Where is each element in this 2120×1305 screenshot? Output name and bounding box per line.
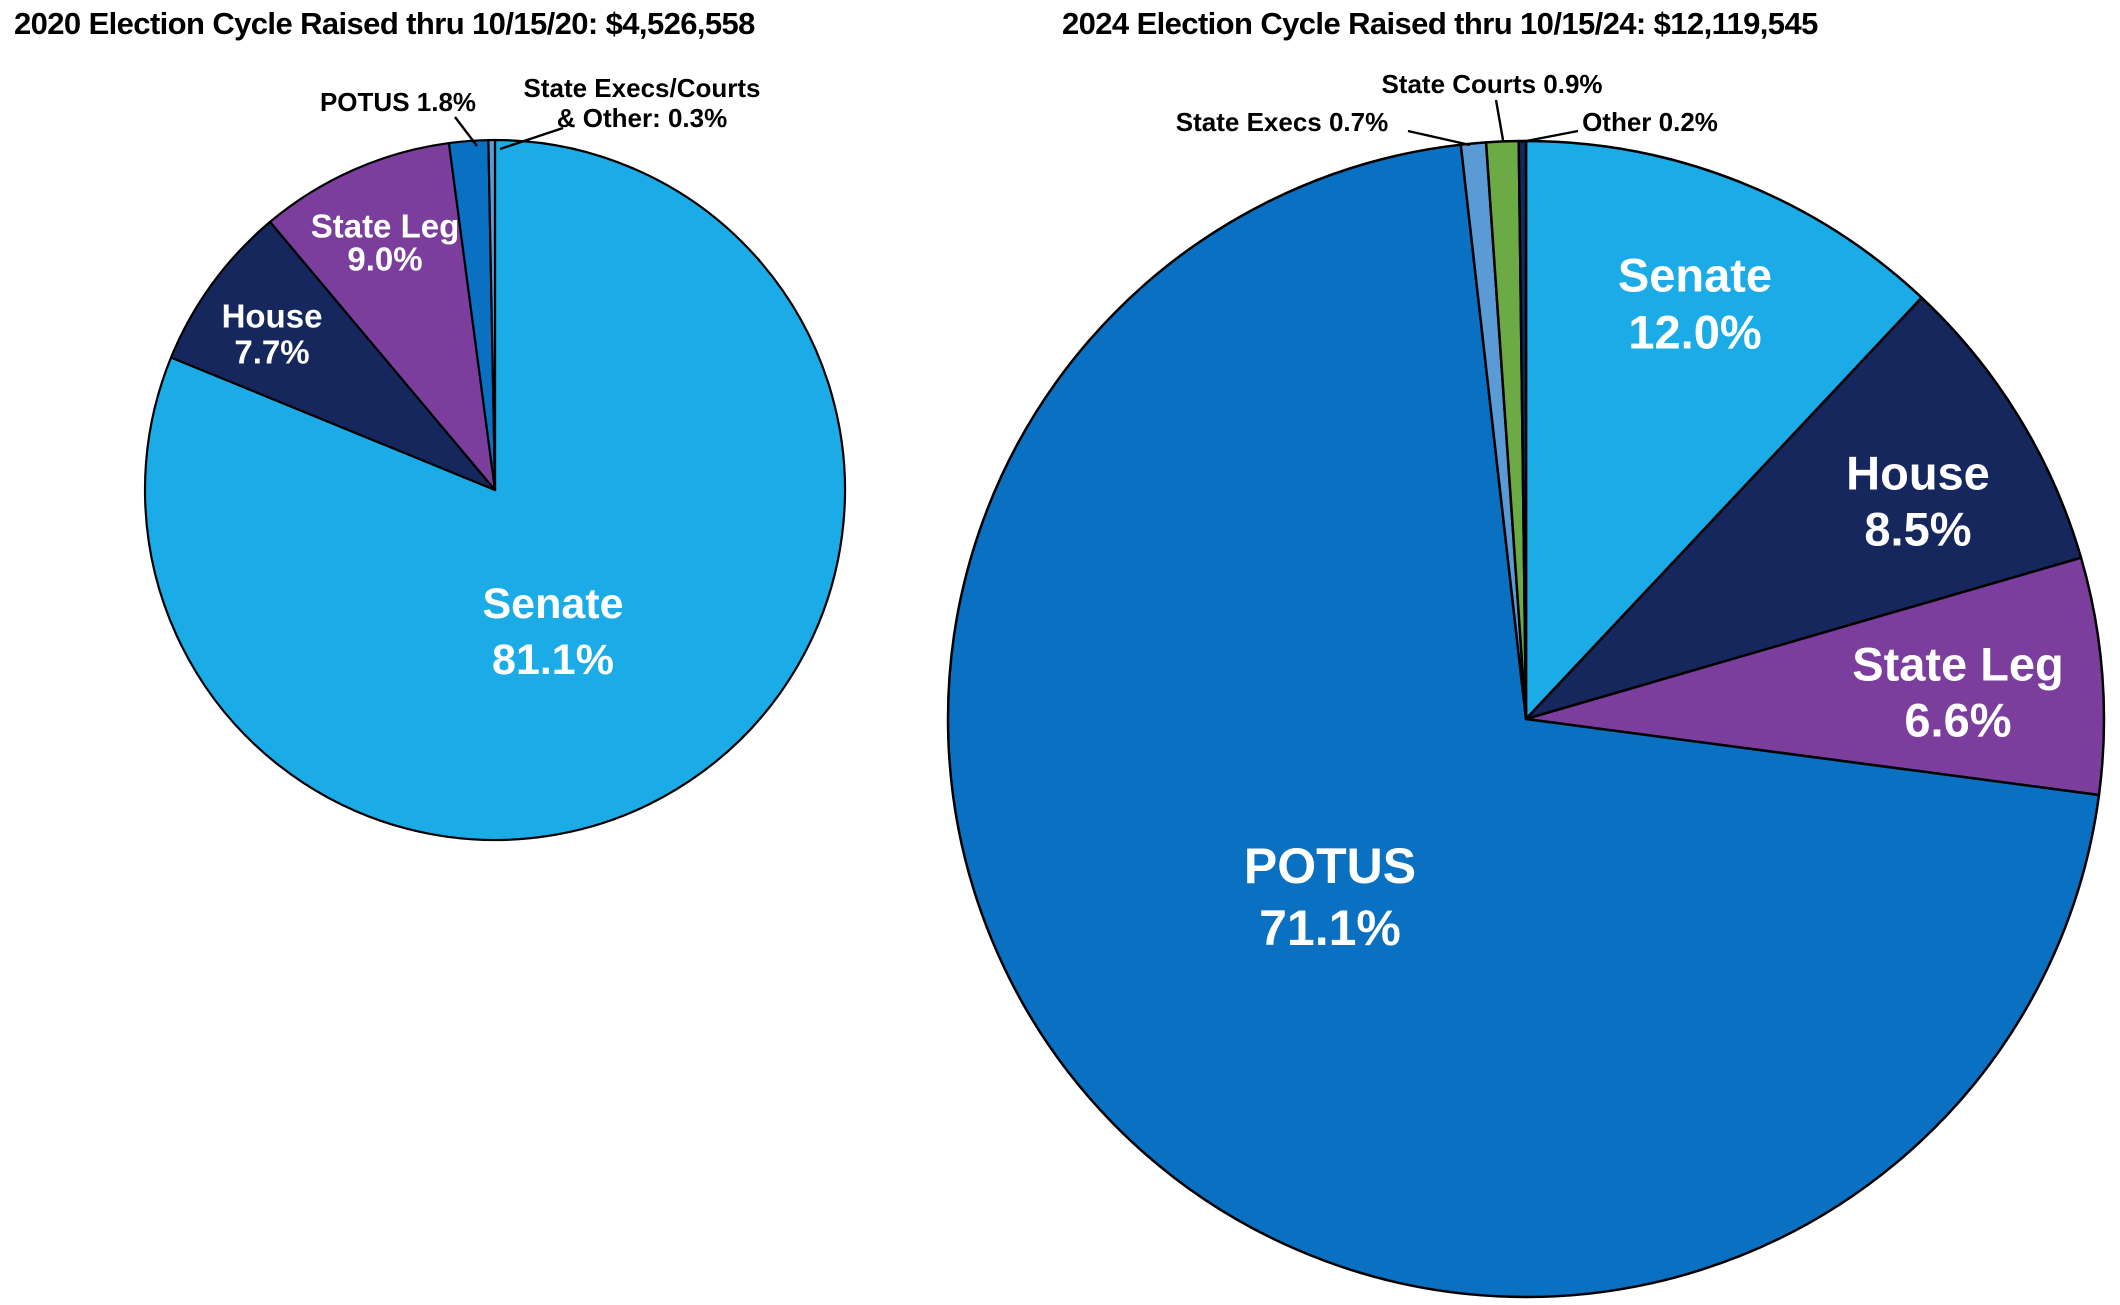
pie-2024-label-state-leg: State Leg xyxy=(1852,638,2064,691)
pie-2020-label-state-leg: State Leg xyxy=(311,208,460,245)
pie-2024-callout-state-courts: State Courts 0.9% xyxy=(1381,69,1602,99)
pie-2024-callout-state-execs: State Execs 0.7% xyxy=(1176,107,1388,137)
pie-2020-callout-potus: POTUS 1.8% xyxy=(320,87,476,117)
chart-title-2024: 2024 Election Cycle Raised thru 10/15/24… xyxy=(1062,6,1818,41)
pie-2024-slice-potus xyxy=(946,143,2101,1299)
pie-2020-leader-line-state-execs-courts-other xyxy=(499,126,564,151)
pie-2024-slice-house xyxy=(1524,296,2083,721)
pie-2024-label-potus: 71.1% xyxy=(1259,900,1401,956)
pie-2024-leader-line-state-courts xyxy=(1494,99,1505,141)
pie-2024-label-house: House xyxy=(1846,447,1990,500)
pie-2020-label-house: House xyxy=(222,298,323,335)
pie-2024-label-senate: Senate xyxy=(1618,249,1772,302)
pie-2020-label-senate: 81.1% xyxy=(492,636,614,684)
pie-2020-label-senate: Senate xyxy=(482,580,623,628)
chart-title-2020: 2020 Election Cycle Raised thru 10/15/20… xyxy=(14,6,755,41)
pie-2024-label-senate: 12.0% xyxy=(1628,306,1761,359)
pie-2024-label-state-leg: 6.6% xyxy=(1904,694,2011,747)
pie-2024-slice-state-leg xyxy=(1524,556,2106,797)
pie-2020-label-house: 7.7% xyxy=(234,334,309,371)
pie-2020-label-state-leg: 9.0% xyxy=(347,241,422,278)
pie-2024-label-potus: POTUS xyxy=(1244,838,1416,894)
pie-2020-slice-house xyxy=(169,220,497,492)
pie-2024-callout-other: Other 0.2% xyxy=(1582,107,1718,137)
pie-2024-label-house: 8.5% xyxy=(1864,503,1971,556)
pie-2024-leader-line-other xyxy=(1520,129,1579,144)
pie-2020-callout-state-execs-courts-other: State Execs/Courts xyxy=(524,73,761,103)
pie-2020-slice-state-leg xyxy=(268,141,497,492)
pie-2020-slice-state-execs-courts-other xyxy=(487,138,497,492)
pie-2024-leader-line-state-execs xyxy=(1407,129,1471,147)
pie-2020-leader-line-potus xyxy=(454,116,478,147)
pie-2020-callout-state-execs-courts-other: & Other: 0.3% xyxy=(557,103,728,133)
pie-2024-slice-senate xyxy=(1524,139,1923,721)
